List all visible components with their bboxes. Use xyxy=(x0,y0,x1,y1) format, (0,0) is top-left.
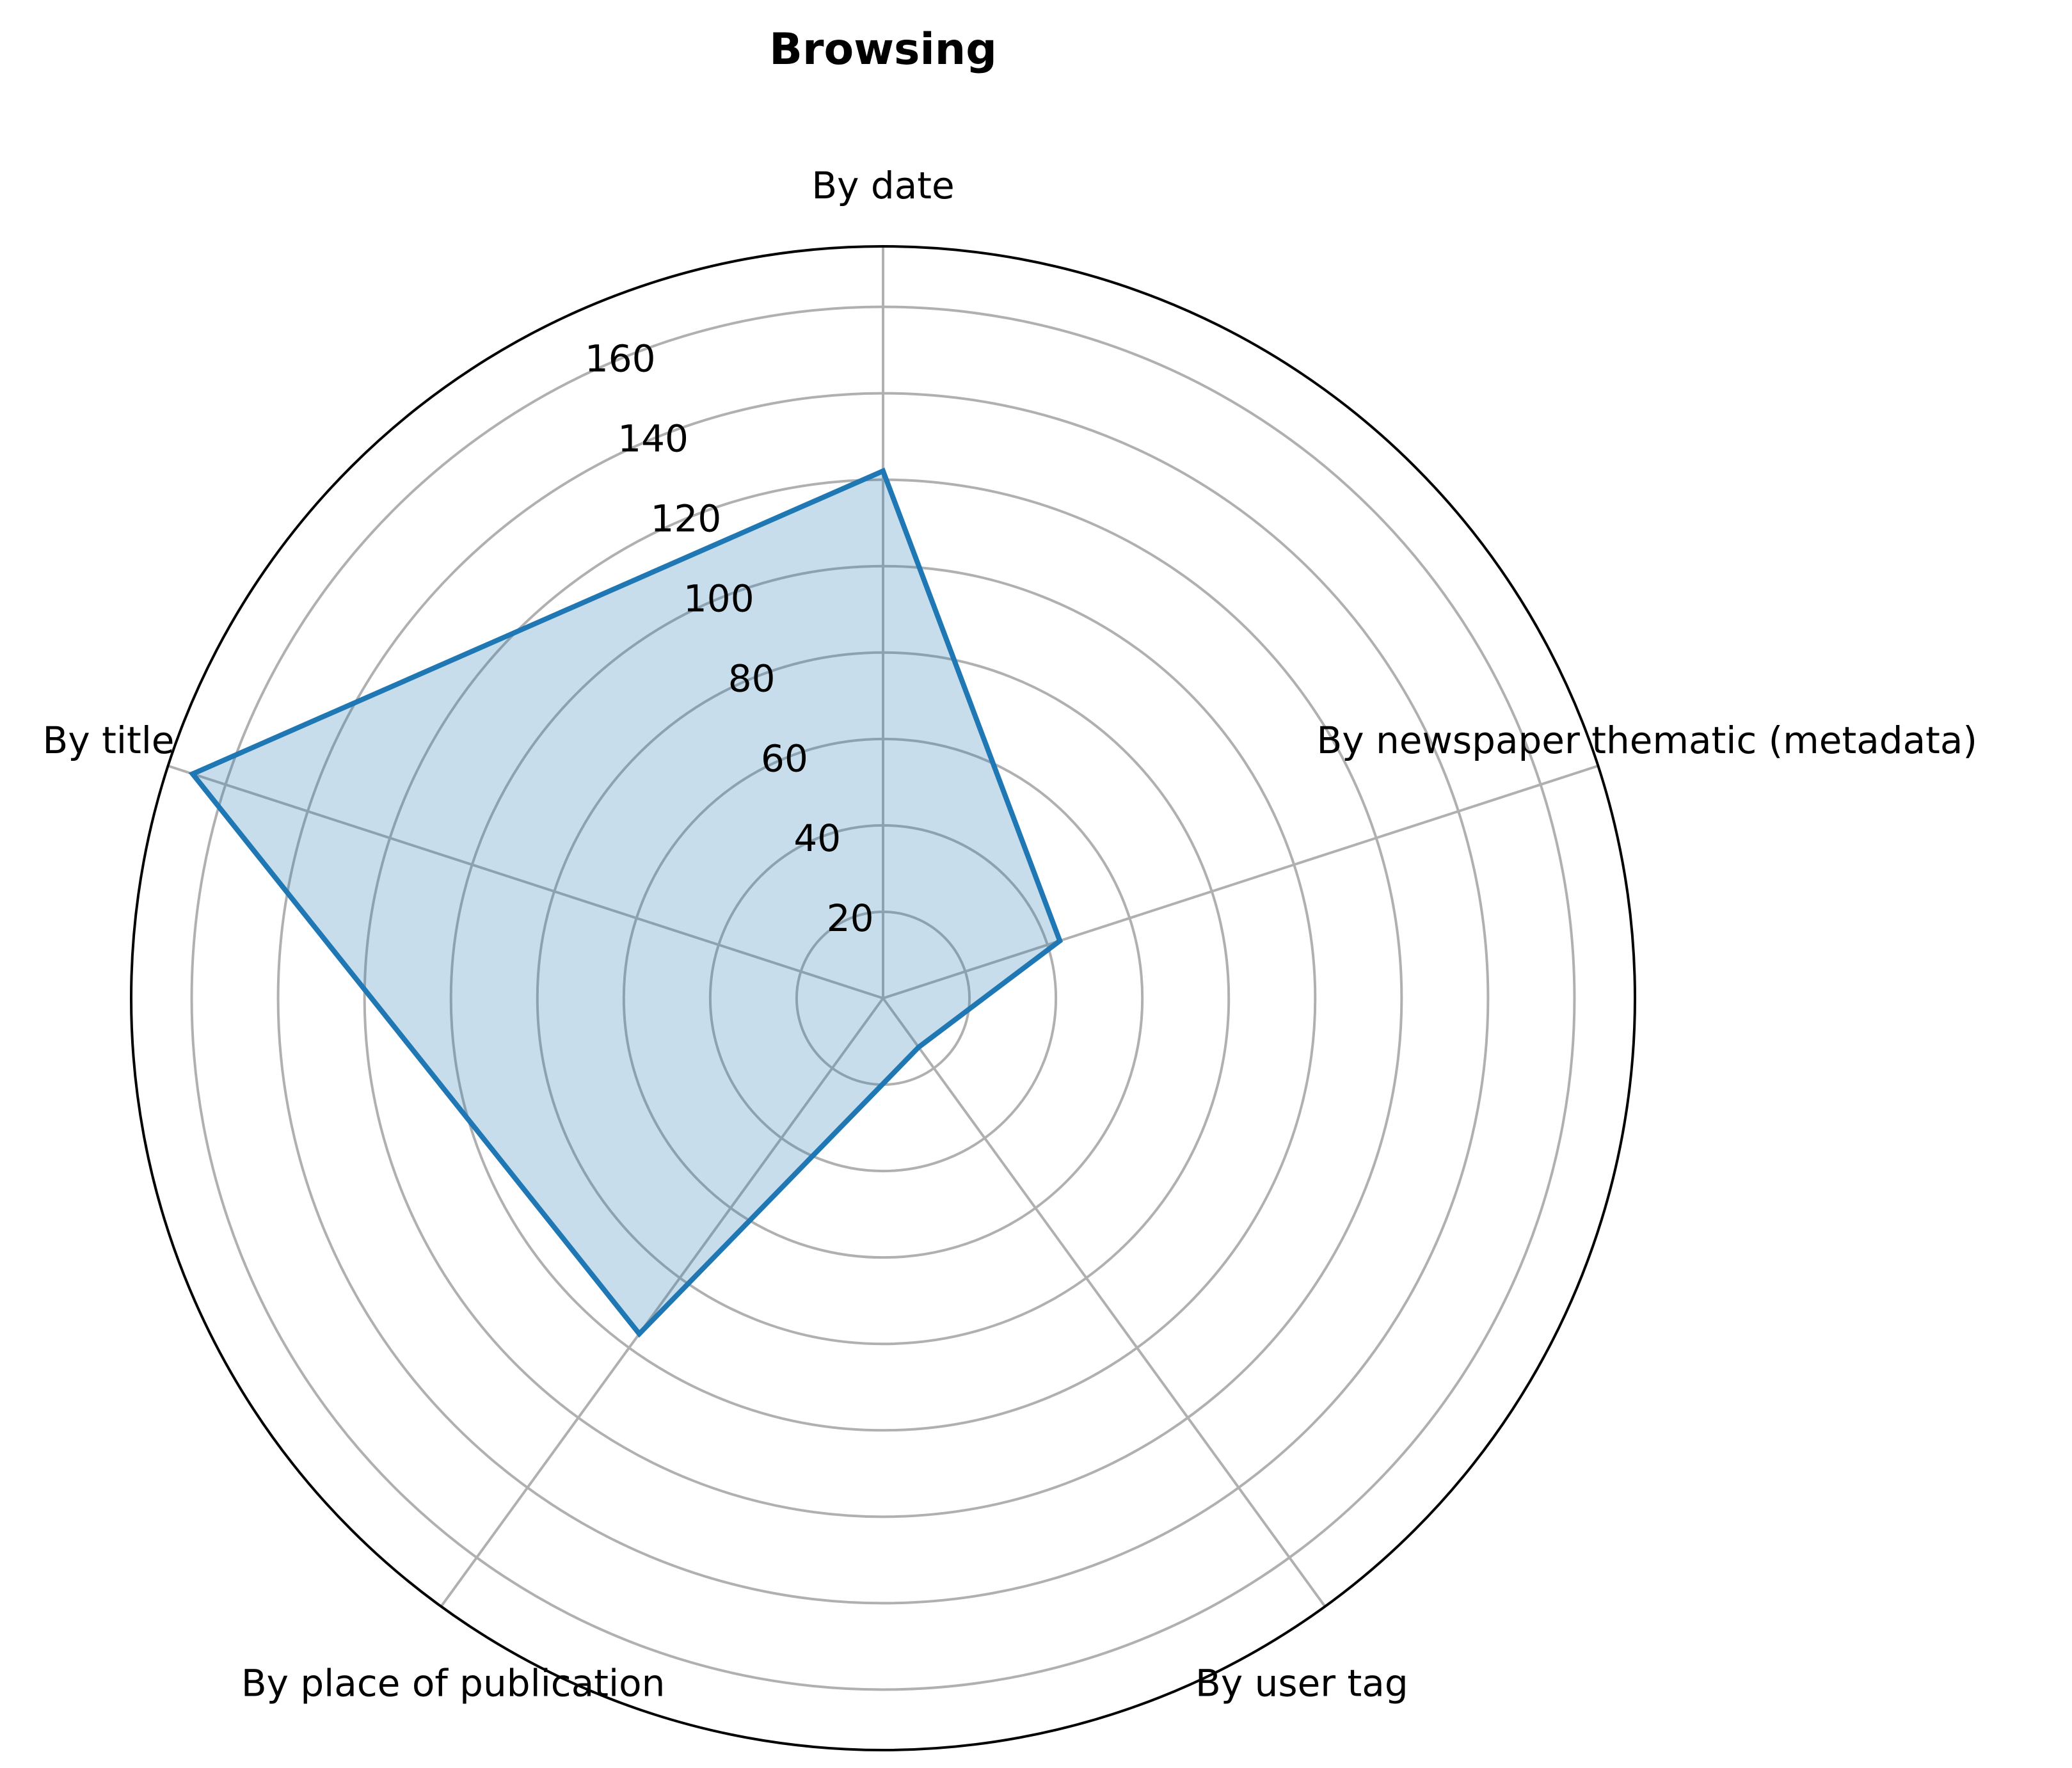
series-area xyxy=(193,471,1060,1334)
data-point-0 xyxy=(881,468,886,474)
data-point-1 xyxy=(1057,938,1063,944)
chart-title: Browsing xyxy=(769,24,997,75)
spoke-1 xyxy=(882,765,1599,999)
series-line xyxy=(188,467,1063,1338)
r-tick-label-20: 20 xyxy=(827,896,874,940)
spoke-3 xyxy=(440,997,884,1607)
data-point-3 xyxy=(636,1331,642,1337)
r-tick-label-160: 160 xyxy=(585,337,656,381)
data-point-4 xyxy=(190,771,196,777)
category-label-2: By user tag xyxy=(1195,1662,1408,1705)
category-label-1: By newspaper thematic (metadata) xyxy=(1316,719,1977,762)
category-label-3: By place of publication xyxy=(241,1662,665,1705)
spoke-2 xyxy=(882,997,1327,1607)
r-tick-label-60: 60 xyxy=(761,737,808,780)
data-point-2 xyxy=(916,1044,921,1050)
spoke-4 xyxy=(167,765,884,999)
r-tick-label-80: 80 xyxy=(728,657,776,700)
r-tick-label-120: 120 xyxy=(651,497,722,541)
polar-frame xyxy=(130,245,1636,1751)
category-label-4: By title xyxy=(43,719,175,762)
category-label-0: By date xyxy=(811,164,954,207)
r-tick-label-140: 140 xyxy=(618,417,689,461)
r-tick-label-100: 100 xyxy=(683,577,754,620)
r-tick-label-40: 40 xyxy=(793,816,841,860)
